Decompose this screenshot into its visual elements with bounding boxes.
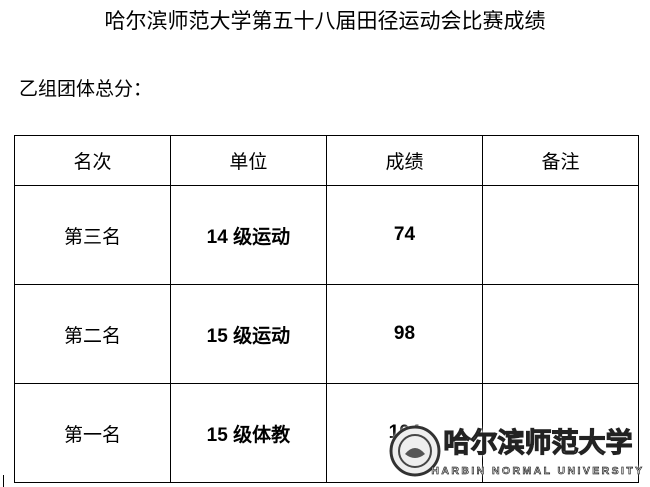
table-row: 第三名 14 级运动 74 bbox=[14, 185, 639, 285]
rank-cell: 第一名 bbox=[14, 383, 171, 483]
note-cell bbox=[482, 284, 639, 384]
university-watermark-logo: 哈尔滨师范大学 HARBIN NORMAL UNIVERSITY bbox=[389, 425, 643, 477]
unit-cell: 15 级运动 bbox=[169, 284, 327, 384]
header-note: 备注 bbox=[482, 135, 639, 186]
note-cell bbox=[482, 185, 639, 285]
table-header-row: 名次 单位 成绩 备注 bbox=[14, 135, 639, 186]
unit-cell: 14 级运动 bbox=[169, 185, 327, 285]
rank-cell: 第二名 bbox=[14, 284, 171, 384]
note-cell bbox=[482, 383, 639, 483]
watermark-chinese: 哈尔滨师范大学 bbox=[444, 427, 633, 459]
header-unit: 单位 bbox=[169, 135, 327, 186]
rank-cell: 第三名 bbox=[14, 185, 171, 285]
watermark-english: HARBIN NORMAL UNIVERSITY bbox=[431, 465, 643, 477]
text-cursor bbox=[3, 475, 4, 487]
document-title: 哈尔滨师范大学第五十八届田径运动会比赛成绩 bbox=[104, 9, 546, 33]
table-row: 第二名 15 级运动 98 bbox=[14, 284, 639, 384]
score-cell: 98 bbox=[325, 284, 484, 384]
score-cell: 74 bbox=[325, 185, 484, 285]
section-heading: 乙组团体总分： bbox=[19, 78, 153, 100]
header-rank: 名次 bbox=[14, 135, 171, 186]
unit-cell: 15 级体教 bbox=[169, 383, 327, 483]
header-score: 成绩 bbox=[325, 135, 484, 186]
